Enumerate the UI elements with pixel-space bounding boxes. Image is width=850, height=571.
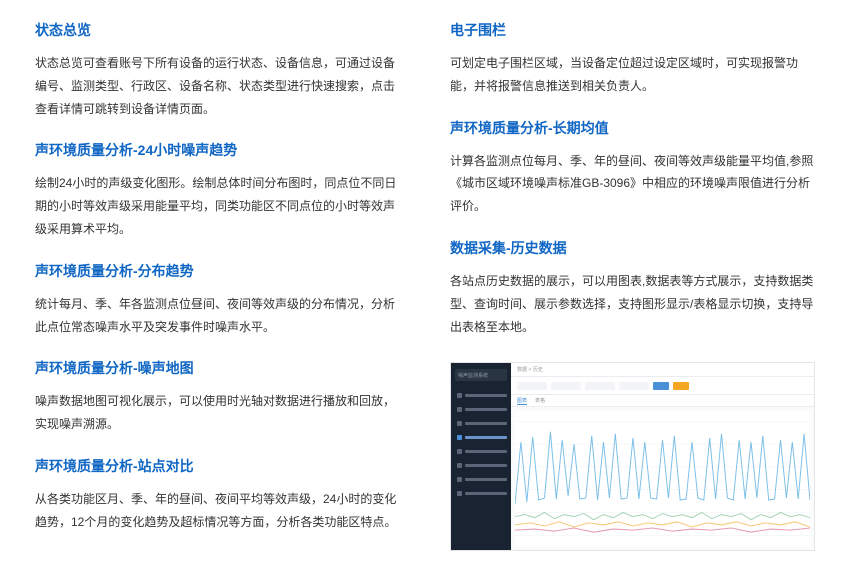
left-column: 状态总览 状态总览可查看账号下所有设备的运行状态、设备信息，可通过设备编号、监测… (35, 20, 400, 551)
nav-item (455, 405, 507, 413)
nav-label (465, 464, 507, 467)
dashboard-sidebar: 噪声监测系统 (451, 363, 511, 550)
nav-icon (457, 435, 462, 440)
dashboard-chart (515, 411, 810, 546)
dashboard-header: 数据 > 历史 (511, 363, 814, 377)
section-24h-trend: 声环境质量分析-24小时噪声趋势 绘制24小时的声级变化图形。绘制总体时间分布图… (35, 140, 400, 240)
dashboard-tabs: 图表 表格 (511, 395, 814, 407)
section-body: 噪声数据地图可视化展示，可以使用时光轴对数据进行播放和回放，实现噪声溯源。 (35, 390, 400, 436)
section-body: 绘制24小时的声级变化图形。绘制总体时间分布图时，同点位不同日期的小时等效声级采… (35, 172, 400, 240)
section-body: 计算各监测点位每月、季、年的昼间、夜间等效声级能量平均值,参照《城市区域环境噪声… (450, 150, 815, 218)
nav-label (465, 436, 507, 439)
section-title: 声环境质量分析-站点对比 (35, 456, 400, 476)
nav-icon (457, 449, 462, 454)
nav-icon (457, 407, 462, 412)
right-column: 电子围栏 可划定电子围栏区域，当设备定位超过设定区域时，可实现报警功能，并将报警… (450, 20, 815, 551)
dashboard-screenshot: 噪声监测系统 数据 > 历史 (450, 362, 815, 551)
nav-label (465, 478, 507, 481)
section-title: 声环境质量分析-噪声地图 (35, 358, 400, 378)
nav-label (465, 408, 507, 411)
section-body: 从各类功能区月、季、年的昼间、夜间平均等效声级，24小时的变化趋势，12个月的变… (35, 488, 400, 534)
nav-label (465, 422, 507, 425)
dashboard-logo: 噪声监测系统 (455, 369, 507, 381)
section-distribution-trend: 声环境质量分析-分布趋势 统计每月、季、年各监测点位昼间、夜间等效声级的分布情况… (35, 261, 400, 339)
filter-button (673, 382, 689, 390)
section-title: 状态总览 (35, 20, 400, 40)
section-geofence: 电子围栏 可划定电子围栏区域，当设备定位超过设定区域时，可实现报警功能，并将报警… (450, 20, 815, 98)
nav-item (455, 419, 507, 427)
filter-item (551, 382, 581, 390)
filter-item (585, 382, 615, 390)
filter-button (653, 382, 669, 390)
section-longterm-avg: 声环境质量分析-长期均值 计算各监测点位每月、季、年的昼间、夜间等效声级能量平均… (450, 118, 815, 218)
nav-item (455, 447, 507, 455)
nav-label (465, 394, 507, 397)
section-title: 数据采集-历史数据 (450, 238, 815, 258)
dashboard-filter-bar (511, 377, 814, 395)
breadcrumb: 数据 > 历史 (517, 366, 543, 373)
nav-item (455, 391, 507, 399)
nav-item (455, 475, 507, 483)
nav-icon (457, 463, 462, 468)
filter-item (517, 382, 547, 390)
section-body: 状态总览可查看账号下所有设备的运行状态、设备信息，可通过设备编号、监测类型、行政… (35, 52, 400, 120)
section-body: 可划定电子围栏区域，当设备定位超过设定区域时，可实现报警功能，并将报警信息推送到… (450, 52, 815, 98)
section-status-overview: 状态总览 状态总览可查看账号下所有设备的运行状态、设备信息，可通过设备编号、监测… (35, 20, 400, 120)
section-site-compare: 声环境质量分析-站点对比 从各类功能区月、季、年的昼间、夜间平均等效声级，24小… (35, 456, 400, 534)
section-title: 声环境质量分析-分布趋势 (35, 261, 400, 281)
filter-item (619, 382, 649, 390)
section-noise-map: 声环境质量分析-噪声地图 噪声数据地图可视化展示，可以使用时光轴对数据进行播放和… (35, 358, 400, 436)
nav-icon (457, 477, 462, 482)
section-history-data: 数据采集-历史数据 各站点历史数据的展示，可以用图表,数据表等方式展示，支持数据… (450, 238, 815, 338)
nav-label (465, 492, 507, 495)
dashboard-main: 数据 > 历史 图表 表格 (511, 363, 814, 550)
section-body: 各站点历史数据的展示，可以用图表,数据表等方式展示，支持数据类型、查询时间、展示… (450, 270, 815, 338)
section-title: 声环境质量分析-长期均值 (450, 118, 815, 138)
nav-label (465, 450, 507, 453)
nav-item-active (455, 433, 507, 441)
section-title: 声环境质量分析-24小时噪声趋势 (35, 140, 400, 160)
nav-icon (457, 393, 462, 398)
nav-item (455, 489, 507, 497)
section-title: 电子围栏 (450, 20, 815, 40)
section-body: 统计每月、季、年各监测点位昼间、夜间等效声级的分布情况，分析此点位常态噪声水平及… (35, 293, 400, 339)
tab-chart: 图表 (517, 397, 527, 405)
nav-icon (457, 491, 462, 496)
nav-icon (457, 421, 462, 426)
tab-table: 表格 (535, 397, 545, 404)
nav-item (455, 461, 507, 469)
